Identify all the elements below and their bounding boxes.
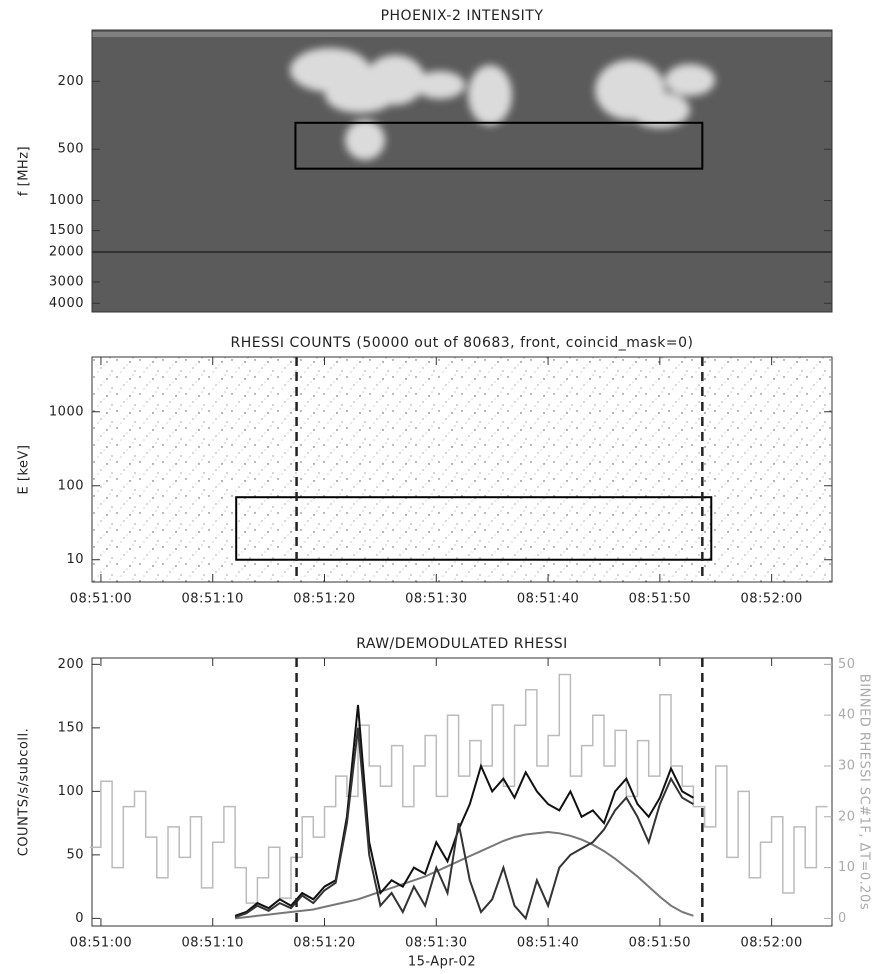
x-tick-label: 08:52:00 [740,936,802,951]
x-tick-label: 08:51:10 [182,592,244,607]
selection-box [235,496,713,561]
x-tick-label: 08:51:10 [182,936,244,951]
photon-events [92,357,832,582]
y-tick-label: 100 [58,478,84,493]
y-axis-label: f [MHz] [17,146,32,196]
y2-tick-label: 30 [838,758,856,773]
y2-tick-label: 40 [838,708,856,723]
selection-box [294,121,704,170]
binned-counts [89,673,828,904]
band-strip [92,32,832,37]
y-tick-label: 100 [58,784,84,799]
spectrogram-background [92,30,832,312]
y2-tick-label: 10 [838,860,856,875]
x-tick-label: 08:51:30 [405,592,467,607]
y-axis-label: E [keV] [17,445,32,495]
x-tick-label: 08:51:30 [405,936,467,951]
burst-emission [345,120,385,160]
x-tick-label: 08:51:20 [293,592,355,607]
count-curve [234,727,694,921]
x-tick-label: 08:52:00 [740,592,802,607]
y-axis-label: COUNTS/s/subcoll. [17,728,32,857]
y-tick-label: 1500 [49,223,84,238]
y-tick-label: 2000 [49,244,84,259]
panel-title: RHESSI COUNTS (50000 out of 80683, front… [231,335,694,351]
panel-title: RAW/DEMODULATED RHESSI [356,636,568,652]
x-tick-label: 08:51:00 [70,936,132,951]
x-tick-label: 08:51:40 [517,592,579,607]
x-tick-label: 08:51:40 [517,936,579,951]
x-tick-label: 08:51:20 [293,936,355,951]
y-tick-label: 3000 [49,274,84,289]
y-tick-label: 0 [75,911,84,926]
plot-frame [91,657,833,927]
burst-emission [365,55,425,105]
y2-tick-label: 0 [838,911,847,926]
y-tick-label: 150 [58,720,84,735]
y2-tick-label: 50 [838,657,856,672]
panel-title: PHOENIX-2 INTENSITY [381,8,544,24]
burst-emission [468,65,512,125]
plot-frame [91,29,833,313]
y-tick-label: 200 [58,657,84,672]
y-tick-label: 50 [66,847,84,862]
x-tick-label: 08:51:50 [629,592,691,607]
count-curve [234,704,694,917]
y2-tick-label: 20 [838,809,856,824]
plot-frame [91,356,833,583]
y-tick-label: 1000 [49,404,84,419]
y-tick-label: 4000 [49,296,84,311]
y-tick-label: 200 [58,74,84,89]
count-curve [234,830,694,920]
burst-emission [630,92,690,128]
spectrogram-features [290,48,715,160]
y2-axis-label: BINNED RHESSI SC#1F, ΔT=0.20s [857,674,872,910]
x-tick-label: 08:51:00 [70,592,132,607]
y-tick-label: 500 [58,142,84,157]
burst-emission [415,71,465,99]
y-tick-label: 1000 [49,193,84,208]
x-axis-label: 15-Apr-02 [408,955,476,970]
burst-emission [665,64,715,96]
x-tick-label: 08:51:50 [629,936,691,951]
y-tick-label: 10 [66,552,84,567]
